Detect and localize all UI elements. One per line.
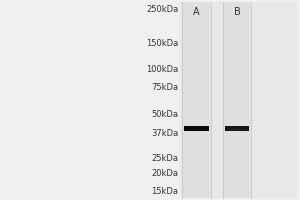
Text: A: A <box>193 7 200 17</box>
Text: 20kDa: 20kDa <box>152 169 178 178</box>
Text: B: B <box>234 7 240 17</box>
Bar <box>223 2 251 198</box>
Bar <box>180 2 297 198</box>
Text: 50kDa: 50kDa <box>152 110 178 119</box>
Text: 15kDa: 15kDa <box>152 188 178 196</box>
Text: 37kDa: 37kDa <box>151 129 178 138</box>
Bar <box>187 129 206 130</box>
Text: 75kDa: 75kDa <box>152 83 178 92</box>
Text: 25kDa: 25kDa <box>152 154 178 163</box>
Bar <box>225 126 249 131</box>
Bar <box>227 129 247 130</box>
Bar <box>184 126 208 131</box>
Bar <box>182 2 211 198</box>
Text: 150kDa: 150kDa <box>146 39 178 48</box>
Text: 250kDa: 250kDa <box>146 5 178 15</box>
Text: 100kDa: 100kDa <box>146 65 178 74</box>
